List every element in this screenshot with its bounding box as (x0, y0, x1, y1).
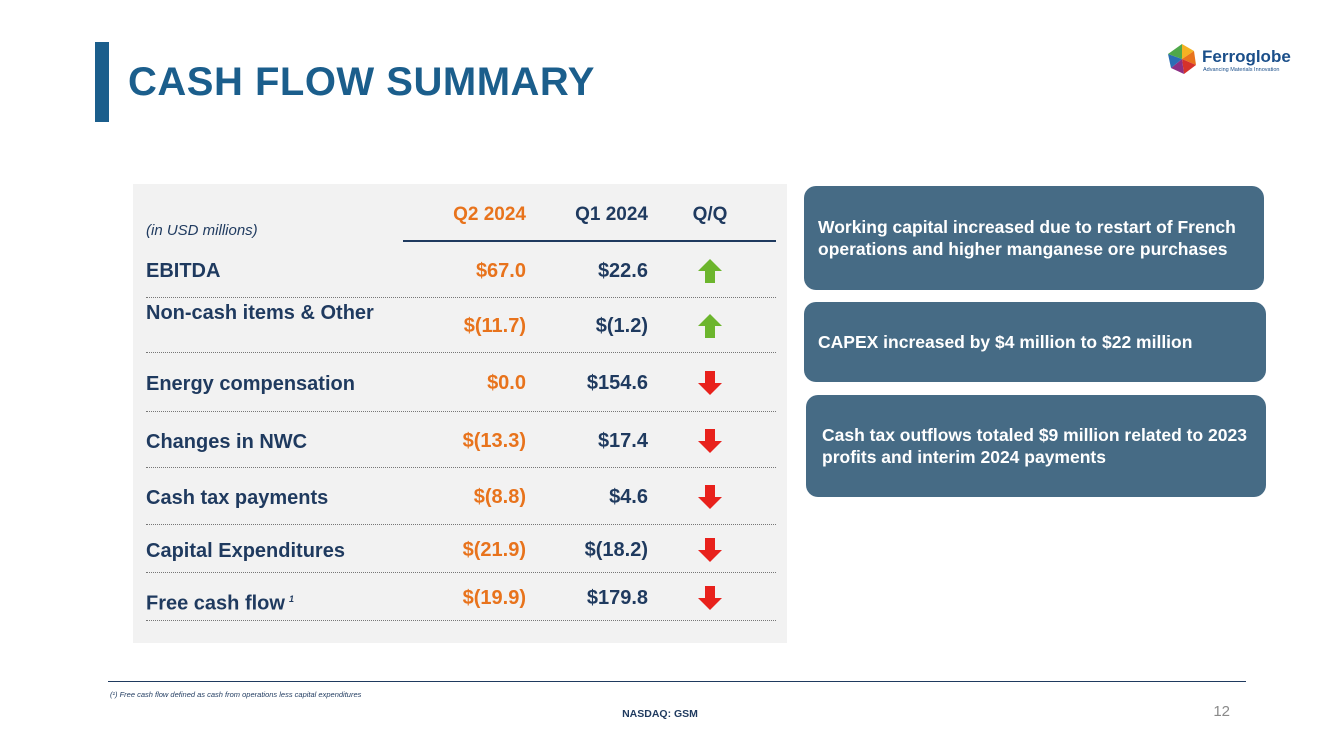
title-accent-bar (95, 42, 109, 122)
row-divider (146, 297, 776, 298)
value-q1-2024: $(1.2) (595, 315, 648, 337)
row-divider (146, 352, 776, 353)
footnote-marker: 1 (288, 594, 294, 604)
value-q1-2024: $4.6 (609, 486, 648, 508)
value-q2-2024: $(19.9) (462, 587, 526, 609)
arrow-up-icon (698, 314, 722, 338)
row-divider (146, 620, 776, 621)
row-label: EBITDA (146, 258, 386, 284)
arrow-down-icon (698, 429, 722, 453)
row-divider (146, 411, 776, 412)
logo-wordmark: Ferroglobe (1202, 47, 1291, 66)
row-label-text: Cash tax payments (146, 487, 329, 509)
row-label-text: Changes in NWC (146, 431, 308, 453)
column-header-q2-2024: Q2 2024 (453, 204, 526, 225)
row-label: Capital Expenditures (146, 538, 386, 564)
callout-capex: CAPEX increased by $4 million to $22 mil… (804, 302, 1266, 382)
value-q2-2024: $(13.3) (462, 430, 526, 452)
row-label-text: Energy compensation (146, 373, 355, 395)
value-q1-2024: $(18.2) (584, 539, 648, 561)
footer-rule (108, 681, 1246, 682)
value-q1-2024: $22.6 (597, 260, 648, 282)
arrow-up-icon (698, 259, 722, 283)
ferroglobe-logo: Ferroglobe Advancing Materials Innovatio… (1166, 43, 1301, 79)
callout-text: CAPEX increased by $4 million to $22 mil… (818, 332, 1193, 352)
row-divider (146, 524, 776, 525)
row-label-text: EBITDA (146, 260, 221, 282)
footnote: (¹) Free cash flow defined as cash from … (110, 690, 362, 699)
column-header-qoq: Q/Q (692, 204, 728, 225)
value-q2-2024: $(8.8) (473, 486, 526, 508)
page-number: 12 (1213, 703, 1230, 720)
page-title: CASH FLOW SUMMARY (128, 60, 595, 104)
globe-logo-icon (1168, 44, 1196, 74)
column-header-q1-2024: Q1 2024 (575, 204, 648, 225)
callout-cash-tax: Cash tax outflows totaled $9 million rel… (806, 395, 1266, 497)
row-divider (146, 572, 776, 573)
row-label: Cash tax payments (146, 485, 386, 511)
header-rule (403, 240, 776, 242)
row-label-text: Free cash flow (146, 592, 285, 615)
callout-working-capital: Working capital increased due to restart… (804, 186, 1264, 290)
callout-text: Working capital increased due to restart… (818, 217, 1236, 259)
cash-flow-table-panel (133, 184, 787, 643)
value-q1-2024: $154.6 (586, 372, 648, 394)
callout-text: Cash tax outflows totaled $9 million rel… (822, 425, 1247, 467)
row-label: Free cash flow 1 (146, 586, 386, 617)
units-note: (in USD millions) (146, 222, 258, 239)
value-q2-2024: $67.0 (475, 260, 526, 282)
value-q1-2024: $179.8 (586, 587, 648, 609)
row-label: Energy compensation (146, 371, 386, 397)
arrow-down-icon (698, 538, 722, 562)
arrow-down-icon (698, 371, 722, 395)
row-label-text: Non-cash items & Other (146, 302, 374, 324)
logo-tagline: Advancing Materials Innovation (1203, 67, 1280, 73)
value-q1-2024: $17.4 (597, 430, 648, 452)
row-label-text: Capital Expenditures (146, 540, 345, 562)
row-label: Non-cash items & Other (146, 300, 386, 326)
row-label: Changes in NWC (146, 429, 386, 455)
value-q2-2024: $0.0 (487, 372, 526, 394)
value-q2-2024: $(21.9) (462, 539, 526, 561)
arrow-down-icon (698, 586, 722, 610)
ticker-symbol: NASDAQ: GSM (622, 708, 698, 720)
arrow-down-icon (698, 485, 722, 509)
value-q2-2024: $(11.7) (463, 315, 526, 337)
row-divider (146, 467, 776, 468)
